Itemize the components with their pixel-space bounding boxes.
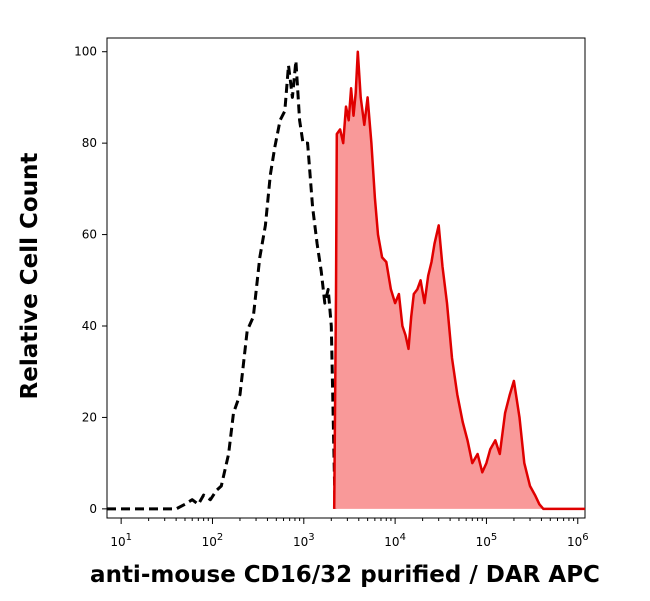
control-histogram-line [107,59,337,511]
y-axis-title: Relative Cell Count [17,153,43,400]
y-tick-label: 0 [89,502,97,516]
y-tick-label: 20 [82,410,97,424]
series-layer [107,50,585,511]
sample-histogram-fill [334,51,585,509]
x-tick-label: 101 [110,532,132,549]
y-tick-label: 40 [82,319,97,333]
x-tick-label: 106 [567,532,589,549]
x-axis-ticks: 101 102 103 104 105 106 [110,518,589,549]
x-tick-label: 102 [202,532,224,549]
y-tick-label: 60 [82,228,97,242]
y-tick-label: 100 [74,45,97,59]
x-tick-label: 103 [293,532,315,549]
x-tick-label: 104 [384,532,406,549]
plot-frame [106,37,586,519]
x-tick-label: 105 [476,532,498,549]
y-tick-label: 80 [82,136,97,150]
y-axis-ticks: 0 20 40 60 80 100 [74,45,107,516]
sample-histogram-line [332,50,585,511]
x-axis-title: anti-mouse CD16/32 purified / DAR APC [90,562,600,588]
